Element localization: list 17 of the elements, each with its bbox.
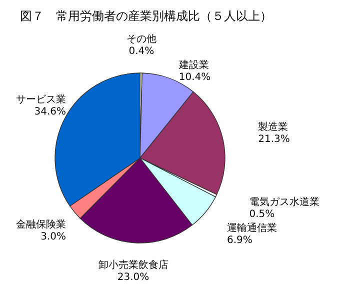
slice-label: 建設業: [178, 59, 209, 72]
slice-label: 金融保険業: [16, 218, 66, 230]
slice-label: その他: [126, 33, 156, 46]
data-label: 3.0%: [40, 231, 66, 242]
data-label: 10.4%: [178, 72, 211, 84]
chart-title: 図７ 常用労働者の産業別構成比（５人以上）: [20, 9, 272, 23]
data-label: 6.9%: [227, 235, 252, 246]
data-label: 34.6%: [34, 106, 66, 118]
data-label: 23.0%: [117, 272, 150, 283]
slice-label: サービス業: [16, 93, 66, 106]
slice-label: 卸小売業飲食店: [98, 258, 168, 271]
data-label: 21.3%: [258, 134, 290, 145]
slice-label: 運輸通信業: [227, 222, 278, 234]
slice-label: 製造業: [258, 120, 288, 133]
data-label: 0.5%: [249, 209, 275, 220]
data-label: 0.4%: [128, 46, 154, 58]
slice-label: 電気ガス水道業: [249, 196, 320, 208]
